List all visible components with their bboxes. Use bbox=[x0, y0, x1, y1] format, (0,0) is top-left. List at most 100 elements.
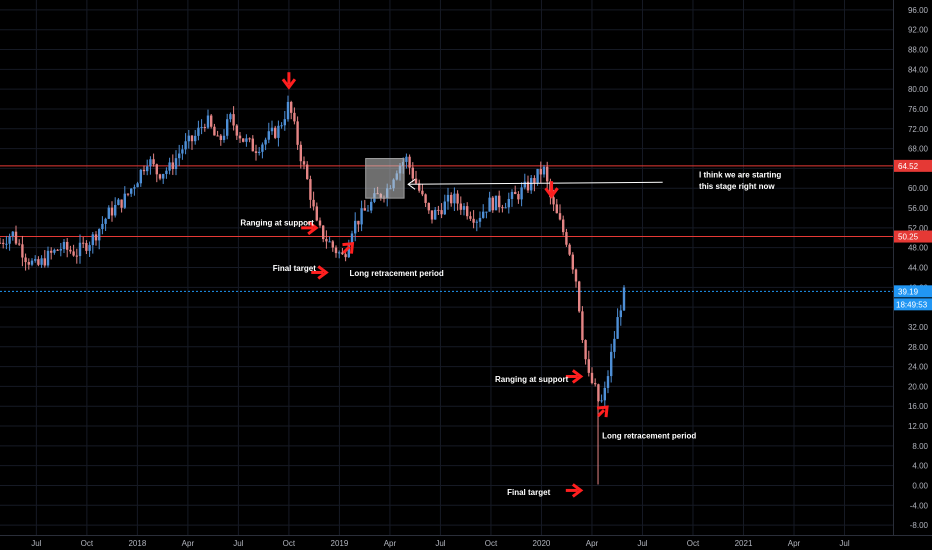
time-axis[interactable]: Jul Oct 2018 Apr Jul Oct 2019 Apr Jul Oct 2020 Apr J… bbox=[31, 539, 850, 548]
candle-body bbox=[126, 193, 130, 195]
time-tick-label: Oct bbox=[485, 539, 498, 548]
candle-body bbox=[2, 242, 5, 244]
candle-body bbox=[56, 249, 59, 251]
price-tick-label: 20.00 bbox=[908, 382, 929, 391]
candle-body bbox=[325, 239, 328, 242]
price-tick-label: 32.00 bbox=[908, 323, 929, 332]
candle-body bbox=[219, 135, 222, 140]
candle-body bbox=[443, 201, 446, 215]
arrow-head bbox=[544, 187, 559, 199]
candle-body bbox=[210, 115, 213, 127]
annotation-text: Final target bbox=[507, 488, 550, 497]
red-arrow-marker bbox=[342, 241, 355, 254]
candle-body bbox=[526, 181, 530, 191]
candle-body bbox=[117, 199, 120, 206]
candle-body bbox=[494, 195, 498, 211]
candle-body bbox=[229, 114, 232, 120]
candle-body bbox=[235, 125, 238, 136]
trend-arrow-head bbox=[407, 178, 416, 190]
price-axis[interactable]: 96.00 92.00 88.00 84.00 80.00 76.00 72.00 68.00… bbox=[908, 6, 929, 530]
candle-body bbox=[136, 183, 139, 188]
price-tick-label: 80.00 bbox=[908, 85, 929, 94]
candle-body bbox=[430, 210, 434, 220]
price-tick-label: 68.00 bbox=[908, 145, 929, 154]
arrow-head bbox=[307, 220, 319, 236]
candle-body bbox=[600, 400, 603, 402]
candle-body bbox=[318, 220, 322, 226]
candle-body bbox=[213, 126, 216, 136]
candle-body bbox=[53, 249, 56, 253]
candle-body bbox=[437, 209, 440, 211]
candle-body bbox=[360, 208, 363, 225]
price-tags: 64.52 50.25 39.19 18:49:53 bbox=[894, 159, 932, 311]
candle-body bbox=[462, 206, 466, 210]
candle-body bbox=[446, 194, 450, 202]
price-tick-label: 76.00 bbox=[908, 105, 929, 114]
arrow-head bbox=[281, 78, 297, 90]
countdown-tag-box bbox=[894, 298, 932, 311]
candle-body bbox=[194, 135, 197, 142]
arrow-head bbox=[571, 483, 584, 498]
price-tick-label: 56.00 bbox=[908, 204, 929, 213]
candle-body bbox=[363, 208, 366, 211]
candle-body bbox=[453, 193, 456, 204]
candle-body bbox=[59, 249, 62, 251]
candle-body bbox=[91, 234, 94, 246]
red-arrow-marker bbox=[301, 220, 319, 236]
candle-body bbox=[107, 207, 110, 219]
candle-body bbox=[312, 199, 315, 207]
candle-body bbox=[50, 250, 53, 253]
candle-body bbox=[408, 156, 411, 168]
candle-body bbox=[472, 218, 475, 223]
price-tag-label: 50.25 bbox=[898, 233, 919, 242]
candle-body bbox=[158, 174, 162, 179]
candle-body bbox=[459, 203, 462, 210]
red-arrow-marker bbox=[544, 181, 559, 199]
candle-body bbox=[155, 164, 158, 175]
candle-body bbox=[69, 249, 72, 252]
candle-body bbox=[594, 383, 597, 385]
highlight-box bbox=[365, 158, 405, 199]
candle-body bbox=[309, 179, 312, 200]
time-tick-label: 2021 bbox=[735, 539, 753, 548]
price-tag-box bbox=[894, 230, 932, 243]
price-tick-label: 8.00 bbox=[912, 442, 928, 451]
candle-body bbox=[370, 201, 373, 211]
candle-body bbox=[587, 359, 590, 373]
candle-body bbox=[149, 159, 152, 167]
price-tick-label: 12.00 bbox=[908, 422, 929, 431]
candle-body bbox=[258, 151, 261, 153]
annotation-text: Ranging at support bbox=[240, 218, 314, 227]
annotation-text: this stage right now bbox=[699, 182, 775, 191]
candle-body bbox=[24, 257, 27, 263]
candle-body bbox=[75, 255, 78, 257]
candle-body bbox=[619, 310, 622, 318]
candle-body bbox=[571, 254, 574, 270]
time-tick-label: Oct bbox=[687, 539, 700, 548]
candle-body bbox=[11, 231, 14, 237]
candle-body bbox=[491, 197, 494, 211]
candle-body bbox=[328, 241, 331, 243]
candle-body bbox=[85, 243, 88, 251]
candle-body bbox=[66, 241, 69, 250]
candle-body bbox=[299, 144, 302, 162]
candle-body bbox=[469, 216, 472, 219]
candle-body bbox=[165, 170, 168, 174]
price-tick-label: 0.00 bbox=[912, 481, 928, 490]
candle-body bbox=[603, 387, 606, 401]
candle-body bbox=[347, 245, 350, 258]
candle-body bbox=[5, 243, 8, 245]
candle-body bbox=[296, 121, 299, 145]
candle-body bbox=[533, 178, 536, 184]
candle-body bbox=[488, 197, 491, 212]
time-tick-label: 2018 bbox=[128, 539, 146, 548]
candle-body bbox=[290, 101, 293, 113]
candle-body bbox=[450, 194, 453, 204]
candle-body bbox=[88, 245, 91, 251]
candle-body bbox=[27, 262, 30, 265]
candle-body bbox=[341, 252, 344, 255]
candle-body bbox=[344, 254, 347, 258]
candle-body bbox=[507, 198, 510, 208]
candle-body bbox=[123, 193, 126, 208]
